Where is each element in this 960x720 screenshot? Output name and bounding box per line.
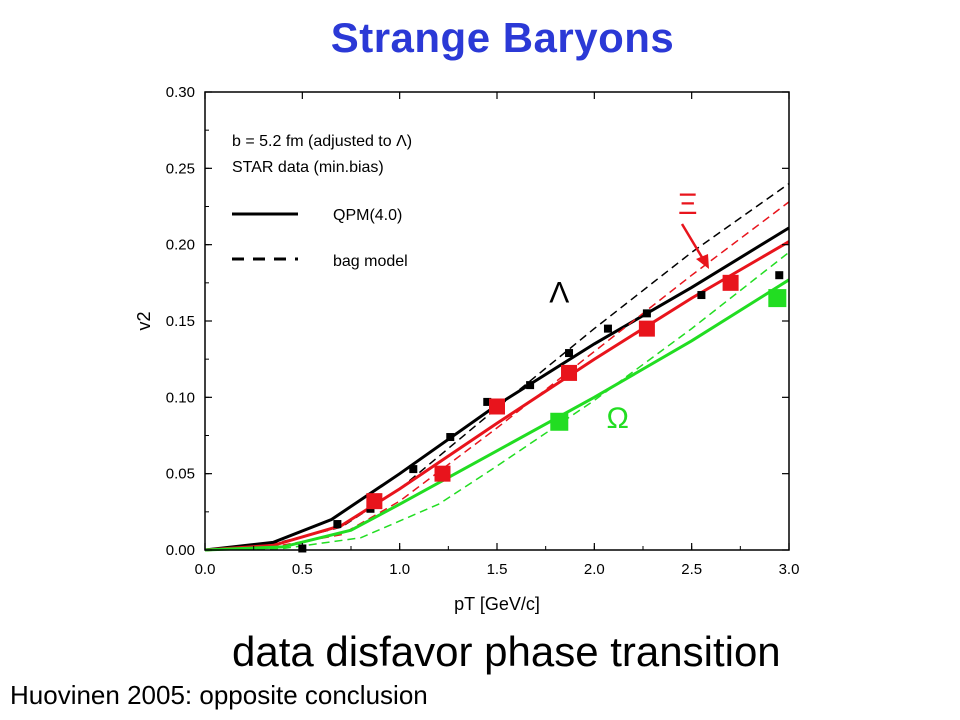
annotations: Λ Ξ Ω (549, 188, 697, 435)
series-line-0 (204, 226, 790, 552)
data-point (561, 364, 578, 381)
data-point (550, 412, 569, 431)
data-point (638, 320, 655, 337)
axis-ticks: 0.0 0.5 1.0 1.5 2.0 2.5 3.0 0.00 0.05 0.10 0.15 0.2… (166, 84, 800, 578)
x-tick-label: 2.0 (584, 561, 605, 578)
data-point (526, 381, 535, 390)
legend-label-qpm: QPM(4.0) (333, 207, 402, 224)
annotation-label: Ξ (678, 188, 698, 221)
y-tick-label: 0.20 (166, 237, 195, 254)
y-axis-label: v2 (134, 311, 154, 330)
footnote: Huovinen 2005: opposite conclusion (10, 680, 428, 710)
data-point (722, 274, 739, 291)
data-point (489, 398, 505, 415)
data-point (565, 349, 574, 358)
data-point (697, 291, 706, 300)
data-point (366, 493, 383, 510)
x-tick-label: 0.0 (195, 561, 216, 578)
data-point (333, 520, 342, 529)
x-tick-label: 2.5 (681, 561, 702, 578)
subtitle: data disfavor phase transition (232, 628, 781, 675)
series-line-1 (204, 182, 790, 551)
data-point (603, 324, 612, 333)
data-point (483, 397, 492, 406)
series-line-5 (204, 251, 790, 551)
y-tick-label: 0.10 (166, 389, 195, 406)
legend-note-2: STAR data (min.bias) (232, 159, 384, 176)
slide-title: Strange Baryons (330, 14, 675, 61)
data-point (446, 433, 455, 442)
annotation-label: Ω (606, 402, 628, 435)
legend-note-1: b = 5.2 fm (adjusted to Λ) (232, 133, 412, 150)
y-tick-label: 0.00 (166, 542, 195, 559)
y-tick-label: 0.25 (166, 160, 195, 177)
y-tick-label: 0.15 (166, 313, 195, 330)
x-tick-label: 1.5 (487, 561, 508, 578)
x-tick-label: 1.0 (389, 561, 410, 578)
x-axis-label: pT [GeV/c] (454, 594, 540, 614)
y-tick-label: 0.05 (166, 466, 195, 483)
legend-label-bag-model: bag model (333, 253, 408, 270)
data-point (434, 465, 451, 482)
legend: b = 5.2 fm (adjusted to Λ) STAR data (mi… (232, 133, 412, 270)
data-point (409, 465, 418, 474)
series-line-3 (204, 201, 790, 551)
data-point (768, 289, 787, 308)
annotation-label: Λ (549, 277, 569, 310)
xi-arrow (680, 223, 709, 269)
x-tick-label: 3.0 (779, 561, 800, 578)
data-point (642, 309, 651, 318)
plot-area (204, 182, 790, 553)
x-tick-label: 0.5 (292, 561, 313, 578)
data-point (775, 271, 784, 280)
y-tick-label: 0.30 (166, 84, 195, 101)
series-line-2 (204, 240, 790, 552)
